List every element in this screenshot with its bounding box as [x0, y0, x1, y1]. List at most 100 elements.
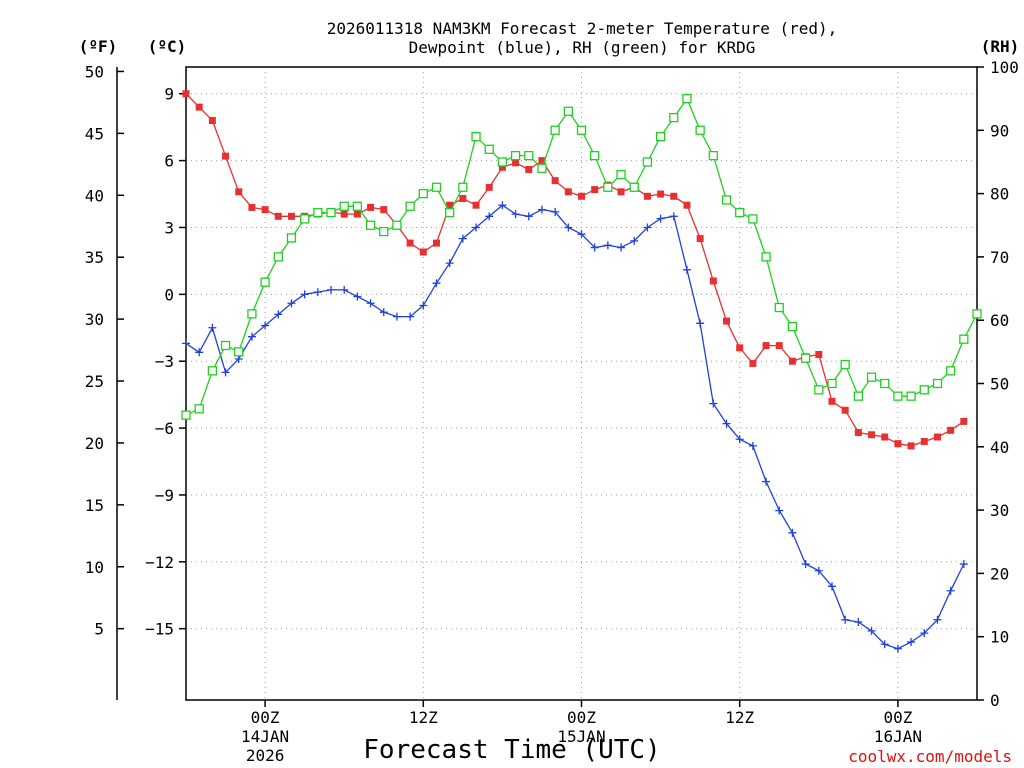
rh-point — [642, 157, 653, 167]
rh-point — [853, 391, 863, 401]
temperature-point — [591, 186, 599, 194]
temperature-point — [235, 188, 243, 196]
rh-point — [669, 112, 679, 123]
rh-point — [721, 195, 732, 205]
temperature-point — [933, 433, 941, 441]
dewpoint-point — [379, 308, 388, 317]
dewpoint-point — [564, 223, 573, 232]
rh-point — [576, 125, 587, 135]
temperature-point — [195, 103, 203, 111]
celsius-tick-label: −15 — [145, 620, 174, 639]
temperature-point — [498, 163, 506, 171]
dewpoint-point — [880, 640, 889, 649]
dewpoint-point — [313, 288, 322, 297]
rh-point — [787, 321, 798, 332]
rh-point — [932, 378, 943, 389]
dewpoint-point — [656, 214, 665, 223]
dewpoint-point — [814, 566, 823, 575]
dewpoint-point — [551, 207, 560, 216]
temperature-point — [736, 344, 744, 352]
rh-point — [603, 182, 613, 192]
temperature-point — [696, 235, 704, 243]
tick-labels: 9630−3−6−9−12−15504540353025201510510090… — [85, 58, 1019, 765]
axes — [116, 66, 984, 707]
fahrenheit-tick-label: 15 — [85, 496, 104, 515]
rh-point — [220, 340, 231, 351]
dewpoint-point — [867, 626, 876, 635]
rh-point — [748, 214, 758, 224]
rh-tick-label: 60 — [990, 311, 1009, 330]
dewpoint-point — [893, 644, 902, 653]
dewpoint-point — [445, 259, 454, 268]
rh-point — [458, 182, 468, 192]
rh-point — [655, 131, 666, 142]
temperature-point — [419, 248, 427, 256]
rh-point — [484, 144, 494, 154]
rh-unit-label: (RH) — [981, 37, 1020, 56]
rh-point — [471, 131, 481, 142]
temperature-point — [947, 426, 955, 434]
fahrenheit-unit-label: (ºF) — [79, 37, 118, 56]
rh-point — [326, 207, 336, 218]
temperature-point — [551, 177, 559, 185]
dewpoint-line — [185, 204, 965, 650]
fahrenheit-tick-label: 40 — [85, 186, 104, 205]
temperature-point — [380, 206, 388, 214]
temperature-point — [525, 166, 533, 174]
dewpoint-point — [722, 419, 731, 428]
rh-point — [431, 182, 442, 192]
dewpoint-point — [353, 292, 362, 301]
rh-tick-label: 0 — [990, 691, 1000, 710]
rh-point — [313, 207, 323, 218]
dewpoint-point — [959, 560, 968, 569]
dewpoint-point — [392, 312, 401, 321]
dewpoint-point — [827, 582, 836, 591]
rh-point — [181, 410, 191, 420]
dewpoint-point — [524, 212, 533, 221]
dewpoint-point — [946, 586, 955, 595]
rh-point — [445, 207, 455, 218]
celsius-tick-label: 3 — [164, 218, 174, 237]
rh-point — [695, 125, 705, 135]
rh-point — [273, 252, 283, 262]
rh-tick-label: 80 — [990, 185, 1009, 204]
temperature-point — [854, 429, 862, 437]
dewpoint-point — [274, 310, 283, 319]
rh-point — [708, 150, 718, 161]
dewpoint-point — [748, 441, 757, 450]
temperature-point — [274, 212, 282, 220]
dewpoint-point — [788, 528, 797, 537]
dewpoint-point — [472, 223, 481, 232]
temperature-point — [182, 90, 190, 98]
temperature-point — [762, 342, 770, 350]
rh-point — [972, 309, 982, 319]
x-tick-label: 12Z — [409, 708, 438, 727]
x-axis-label: Forecast Time (UTC) — [363, 735, 660, 765]
temperature-point — [512, 159, 520, 167]
dewpoint-point — [247, 332, 256, 341]
rh-point — [392, 220, 402, 230]
temperature-point — [960, 417, 968, 425]
rh-point — [260, 277, 270, 287]
x-tick-label: 00Z — [567, 708, 596, 727]
rh-tick-label: 90 — [990, 121, 1009, 140]
rh-point — [906, 391, 916, 401]
dewpoint-point — [406, 312, 415, 321]
plot-frame — [185, 66, 978, 701]
rh-point — [959, 334, 969, 344]
dewpoint-series — [182, 201, 968, 653]
temperature-point — [564, 188, 572, 196]
celsius-tick-label: 6 — [164, 152, 174, 171]
rh-tick-label: 20 — [990, 564, 1009, 583]
dewpoint-point — [696, 319, 705, 328]
rh-point — [537, 163, 547, 173]
dewpoint-point — [208, 323, 217, 332]
rh-point — [827, 378, 837, 389]
rh-point — [840, 359, 850, 370]
rh-tick-label: 70 — [990, 248, 1009, 267]
temperature-point — [261, 206, 269, 214]
rh-point — [590, 150, 600, 161]
temperature-point — [432, 239, 440, 247]
temperature-point — [828, 397, 836, 405]
temperature-point — [485, 183, 493, 191]
